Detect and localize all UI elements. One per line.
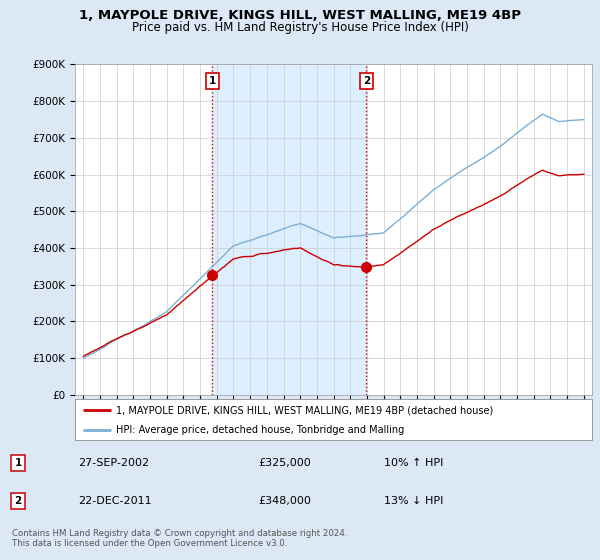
Text: 2: 2 — [363, 76, 370, 86]
Text: 1, MAYPOLE DRIVE, KINGS HILL, WEST MALLING, ME19 4BP: 1, MAYPOLE DRIVE, KINGS HILL, WEST MALLI… — [79, 9, 521, 22]
Text: 2: 2 — [14, 496, 22, 506]
Text: 1: 1 — [209, 76, 216, 86]
Text: 22-DEC-2011: 22-DEC-2011 — [78, 496, 152, 506]
Text: 10% ↑ HPI: 10% ↑ HPI — [384, 458, 443, 468]
Bar — [212, 64, 367, 395]
Text: £348,000: £348,000 — [258, 496, 311, 506]
Text: Contains HM Land Registry data © Crown copyright and database right 2024.
This d: Contains HM Land Registry data © Crown c… — [12, 529, 347, 548]
Text: 1, MAYPOLE DRIVE, KINGS HILL, WEST MALLING, ME19 4BP (detached house): 1, MAYPOLE DRIVE, KINGS HILL, WEST MALLI… — [116, 405, 494, 415]
Text: HPI: Average price, detached house, Tonbridge and Malling: HPI: Average price, detached house, Tonb… — [116, 425, 404, 435]
Text: 1: 1 — [14, 458, 22, 468]
Text: £325,000: £325,000 — [258, 458, 311, 468]
Text: 13% ↓ HPI: 13% ↓ HPI — [384, 496, 443, 506]
Text: 27-SEP-2002: 27-SEP-2002 — [78, 458, 149, 468]
Text: Price paid vs. HM Land Registry's House Price Index (HPI): Price paid vs. HM Land Registry's House … — [131, 21, 469, 35]
